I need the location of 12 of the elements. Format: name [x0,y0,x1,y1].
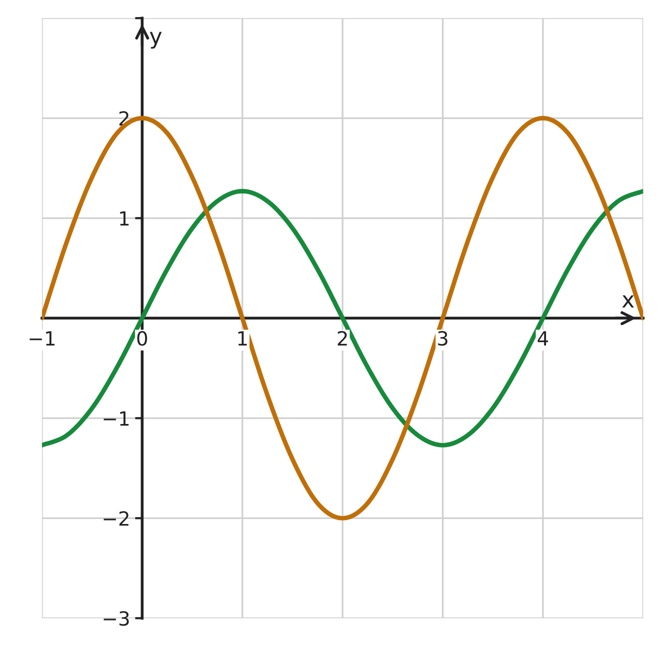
y-tick-label: 1 [120,211,129,226]
x-tick-label: 4 [538,331,548,346]
x-tick-label: 0 [137,331,148,346]
x-tick-label: 1 [238,331,247,346]
x-tick-label: −1 [30,331,55,346]
y-tick-label: −1 [104,411,129,426]
x-axis-title: x [622,295,634,308]
y-axis-title: y [150,32,162,49]
x-tick-label: 2 [338,331,347,346]
y-tick-label: −2 [104,511,128,526]
x-tick-label: 3 [438,331,448,346]
y-tick-label: −3 [104,611,129,626]
